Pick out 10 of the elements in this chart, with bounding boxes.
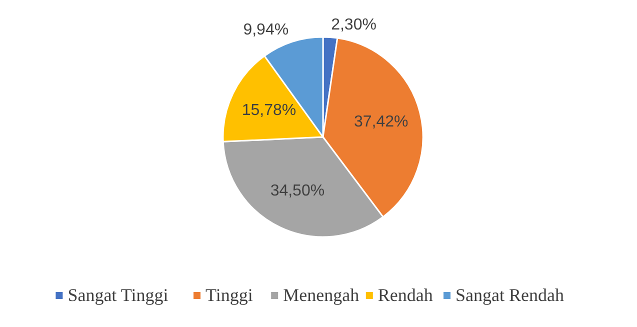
data-label: 37,42% [354, 113, 408, 130]
legend-label: Sangat Rendah [456, 285, 564, 306]
data-label: 2,30% [331, 16, 376, 34]
legend-label: Menengah [283, 285, 360, 306]
data-label: 34,50% [270, 182, 325, 200]
legend-label: Sangat Tinggi [68, 285, 168, 306]
legend-label: Tinggi [206, 285, 253, 306]
data-label: 9,94% [243, 22, 289, 39]
data-label: 15,78% [242, 102, 296, 120]
legend-label: Rendah [378, 285, 433, 306]
